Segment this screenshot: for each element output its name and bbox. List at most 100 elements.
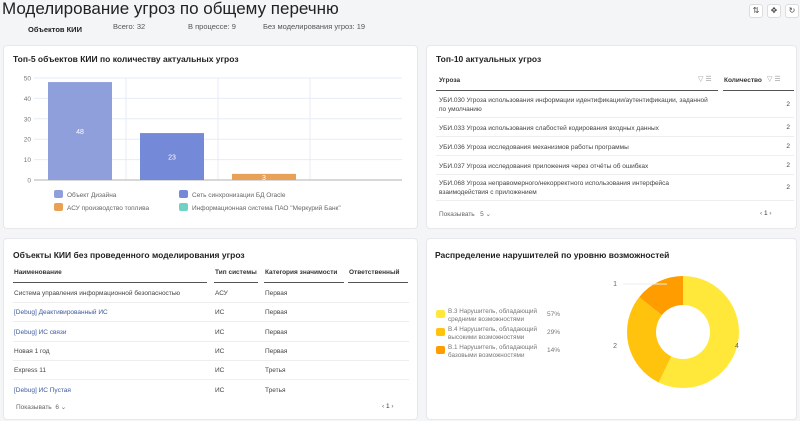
slice-value-label: 1 (613, 281, 617, 288)
objects-card: Объекты КИИ без проведенного моделирован… (3, 238, 418, 420)
legend-label[interactable]: В.3 Нарушитель, обладающий средними возм… (448, 308, 538, 323)
page-size: 6 (55, 404, 59, 411)
y-tick-label: 30 (24, 116, 32, 123)
pagination[interactable]: ‹ 1 › (760, 210, 772, 217)
filter-icon[interactable]: ▽ ☰ (767, 76, 781, 83)
donut-slice[interactable] (658, 276, 739, 388)
stat-total: Всего: 32 (113, 22, 146, 31)
bar[interactable] (232, 173, 296, 180)
violators-card: Распределение нарушителей по уровню возм… (426, 238, 797, 420)
column-header[interactable]: Ответственный (349, 269, 400, 276)
table-row[interactable]: Система управления информационной безопа… (13, 284, 409, 303)
bar[interactable] (140, 133, 204, 180)
pagination[interactable]: ‹ 1 › (382, 403, 394, 410)
legend-percent: 29% (547, 329, 561, 336)
column-header[interactable]: Категория значимости (265, 269, 338, 276)
donut-slice[interactable] (639, 276, 683, 316)
stat-in-progress: В процессе: 9 (188, 22, 236, 31)
page-size-select[interactable]: Показывать 5 ⌄ (439, 211, 491, 218)
legend-swatch[interactable] (436, 346, 445, 354)
tab-objects[interactable]: Объектов КИИ (28, 25, 82, 34)
table-row[interactable]: УБИ.030 Угроза использования информации … (436, 92, 794, 118)
table-row[interactable]: УБИ.068 Угроза неправомерного/некорректн… (436, 175, 794, 201)
table-cell: Система управления информационной безопа… (14, 290, 181, 297)
count-cell: 2 (786, 142, 790, 150)
filter-icon[interactable]: ▽ ☰ (698, 76, 712, 83)
page-size-select[interactable]: Показывать 6 ⌄ (16, 404, 67, 411)
page-size: 5 (480, 211, 484, 218)
donut-slice[interactable] (627, 297, 672, 383)
slice-value-label: 2 (613, 343, 617, 350)
table-row[interactable]: [Debug] Деактивированный ИС ИС Первая (13, 303, 409, 323)
bar-value-label: 3 (262, 175, 266, 182)
legend-percent: 57% (547, 311, 561, 318)
refresh-icon: ↻ (788, 6, 796, 15)
column-header[interactable]: Наименование (14, 269, 62, 276)
page-title: Моделирование угроз по общему перечню (2, 0, 339, 18)
table-cell: ИС (215, 328, 225, 336)
legend-swatch[interactable] (179, 203, 188, 211)
count-cell: 2 (786, 101, 790, 108)
table-cell: АСУ (215, 290, 228, 297)
table-cell: Первая (265, 309, 288, 317)
table-cell: [Debug] ИС Пустая (14, 386, 71, 394)
table-row[interactable]: УБИ.036 Угроза исследования механизмов р… (436, 137, 794, 156)
table-cell: Первая (265, 328, 288, 336)
table-cell: [Debug] ИС связи (14, 328, 67, 336)
legend-label[interactable]: Объект Дизайна (67, 191, 117, 199)
y-tick-label: 10 (24, 157, 32, 164)
header-underline (348, 282, 408, 283)
y-tick-label: 0 (27, 178, 31, 185)
header-underline (264, 282, 344, 283)
legend-label[interactable]: Сеть синхронизации БД Oracle (192, 192, 286, 199)
violators-title: Распределение нарушителей по уровню возм… (435, 250, 670, 260)
table-row[interactable]: УБИ.037 Угроза исследования приложения ч… (436, 156, 794, 175)
sliders-button[interactable]: ⇅ (749, 4, 763, 18)
legend-swatch[interactable] (54, 190, 63, 198)
count-cell: 2 (786, 123, 790, 131)
legend-label[interactable]: В.4 Нарушитель, обладающий высокими возм… (448, 326, 538, 341)
table-row[interactable]: Новая 1 год ИС Первая (13, 342, 409, 361)
y-tick-label: 50 (24, 76, 32, 83)
table-row[interactable]: Express 11 ИС Третья (13, 361, 409, 381)
column-header[interactable]: Тип системы (215, 269, 257, 276)
table-cell: [Debug] Деактивированный ИС (14, 309, 108, 317)
legend-swatch[interactable] (179, 190, 188, 198)
move-button[interactable]: ✥ (767, 4, 781, 18)
refresh-button[interactable]: ↻ (785, 4, 799, 18)
col-count[interactable]: Количество (724, 77, 762, 84)
show-label: Показывать (439, 211, 475, 218)
table-row[interactable]: [Debug] ИС Пустая ИС Третья (13, 381, 409, 400)
page-number[interactable]: 1 (763, 210, 768, 217)
header-underline (723, 90, 794, 91)
page-number[interactable]: 1 (385, 403, 390, 410)
table-row[interactable]: УБИ.033 Угроза использования слабостей к… (436, 118, 794, 137)
threat-cell: УБИ.033 Угроза использования слабостей к… (439, 125, 659, 132)
stat-without: Без моделирования угроз: 19 (263, 22, 366, 31)
legend-label[interactable]: АСУ производство топлива (67, 205, 149, 212)
y-tick-label: 20 (24, 137, 32, 144)
table-cell: ИС (215, 309, 225, 317)
count-cell: 2 (786, 161, 790, 169)
legend-swatch[interactable] (436, 328, 445, 336)
legend-label[interactable]: В.1 Нарушитель, обладающий базовыми возм… (448, 344, 538, 359)
table-cell: ИС (215, 367, 225, 375)
table-cell: Express 11 (14, 367, 47, 375)
bar[interactable] (48, 82, 112, 180)
header-underline (436, 90, 718, 91)
legend-label[interactable]: Информационная система ПАО "Меркурий Бан… (192, 204, 341, 212)
table-row[interactable]: [Debug] ИС связи ИС Первая (13, 323, 409, 342)
table-cell: ИС (215, 347, 225, 355)
legend-swatch[interactable] (436, 310, 445, 318)
move-icon: ✥ (770, 6, 778, 15)
objects-title: Объекты КИИ без проведенного моделирован… (13, 250, 245, 260)
table-cell: Первая (265, 347, 288, 355)
threat-cell: УБИ.068 Угроза неправомерного/некорректн… (439, 180, 670, 196)
top10-card: Топ-10 актуальных угроз Угроза ▽ ☰ Колич… (426, 45, 797, 229)
threat-cell: УБИ.037 Угроза исследования приложения ч… (439, 163, 649, 170)
threat-cell: УБИ.030 Угроза использования информации … (439, 97, 708, 113)
header-underline (13, 282, 207, 283)
legend-swatch[interactable] (54, 203, 63, 211)
header-underline (214, 282, 258, 283)
col-threat[interactable]: Угроза (439, 77, 461, 84)
